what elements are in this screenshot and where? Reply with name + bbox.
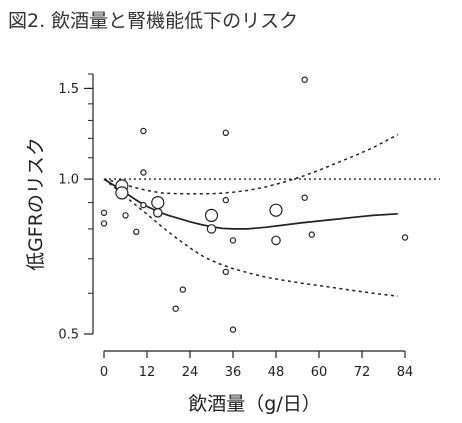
x-axis-title: 飲酒量（g/日） [188, 393, 320, 415]
x-tick-label: 48 [268, 365, 285, 380]
data-point [308, 231, 315, 238]
data-point [222, 196, 229, 204]
y-minor-ticks [88, 73, 93, 335]
estimate-curve [103, 178, 398, 230]
data-point [140, 127, 147, 135]
data-point [153, 208, 163, 218]
data-point [229, 326, 237, 333]
y-tick-label: 1.0 [58, 173, 79, 188]
data-point [204, 208, 219, 222]
data-point [301, 76, 308, 83]
points [100, 76, 409, 333]
data-point [151, 196, 165, 210]
x-tick-label: 60 [311, 365, 328, 380]
data-point [301, 194, 308, 201]
x-tick-label: 0 [100, 365, 108, 380]
data-point [222, 268, 229, 276]
data-point [133, 228, 140, 235]
x-tick-label: 24 [182, 365, 199, 380]
x-tick-label: 36 [225, 365, 242, 380]
data-point [206, 224, 217, 234]
x-tick-label: 84 [397, 365, 414, 380]
data-point [100, 209, 108, 216]
x-tick-label: 72 [354, 365, 371, 380]
data-point [172, 305, 179, 312]
axes [92, 74, 405, 352]
curves [103, 133, 399, 297]
data-point [271, 235, 281, 246]
data-point [100, 220, 108, 227]
data-point [140, 201, 147, 209]
data-point [269, 203, 283, 217]
y-major-ticks: 0.5 1.0 1.5 [58, 82, 93, 343]
lower-ci-curve [103, 178, 398, 297]
y-tick-label: 1.5 [58, 82, 79, 97]
y-tick-label: 0.5 [58, 328, 79, 343]
data-point [115, 186, 129, 200]
upper-ci-curve [103, 133, 399, 195]
y-axis-title: 低GFRのリスク [25, 137, 47, 271]
data-point [229, 237, 237, 244]
figure-title: 図2. 飲酒量と腎機能低下のリスク [8, 10, 299, 32]
data-point [122, 212, 129, 219]
data-point [140, 169, 147, 176]
data-point [179, 286, 186, 293]
x-tick-label: 12 [139, 365, 156, 380]
x-ticks: 0 12 24 36 48 60 72 84 [100, 351, 413, 380]
data-point [222, 129, 229, 136]
data-point [401, 234, 409, 241]
